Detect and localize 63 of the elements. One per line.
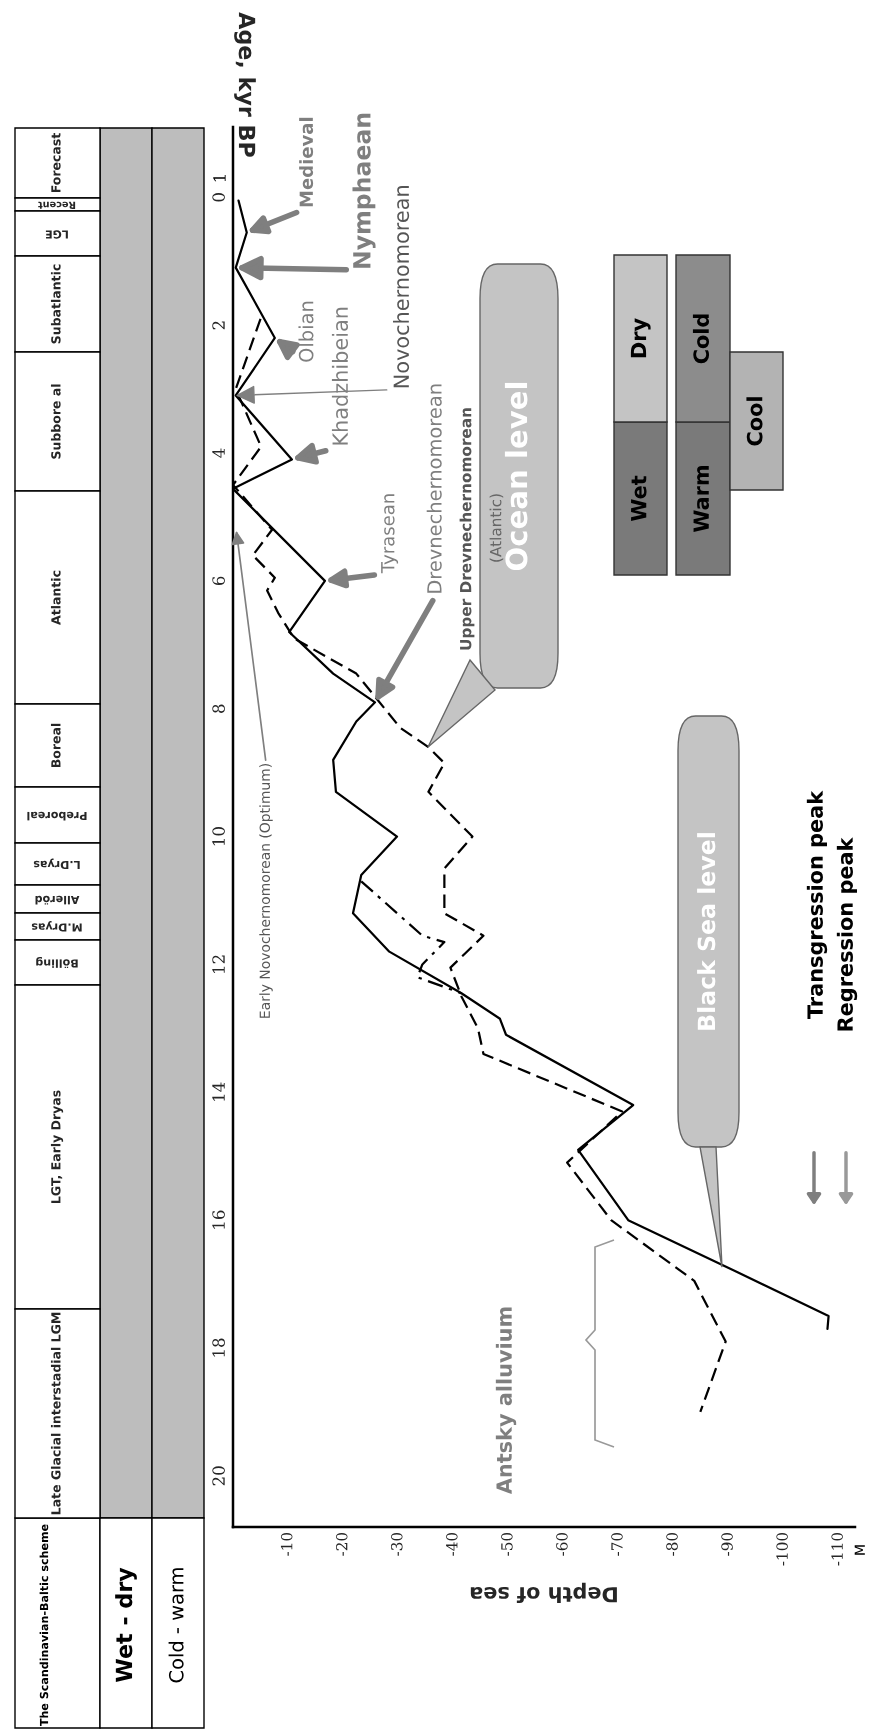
annotation: Drevnechernomorean	[426, 384, 442, 593]
annotation: Cool	[746, 397, 763, 446]
x-tick-label: -20	[335, 1532, 348, 1556]
x-axis-title: Depth of sea	[470, 1582, 617, 1604]
text: M	[854, 1545, 865, 1555]
x-tick-label: -90	[721, 1532, 733, 1556]
x-tick-label: -100	[776, 1532, 788, 1566]
y-tick-label: 20	[212, 1466, 225, 1486]
y-tick-label: 12	[212, 955, 225, 974]
annotation: Warm	[693, 466, 710, 533]
y-tick-label: 18	[212, 1338, 225, 1357]
y-tick-label: 8	[212, 704, 225, 713]
annotation: Nymphaean	[352, 113, 376, 268]
text: M.Dryas	[31, 921, 82, 932]
annotation: (Atlantic)	[489, 494, 504, 562]
annotation: Tyrasean	[381, 494, 399, 574]
annotation: Early Novochernomorean (Optimum)	[259, 764, 273, 1018]
annotation: Cold	[692, 314, 710, 364]
annotation: Olbian	[298, 301, 314, 362]
x-tick-label: -30	[391, 1532, 403, 1556]
annotation: Medieval	[299, 117, 314, 207]
annotation: Transgression peak	[806, 790, 828, 1019]
text: Forecast	[51, 133, 61, 193]
y-tick-label: 4	[212, 448, 225, 458]
text: Late Glacial interstadial LGM	[50, 1312, 61, 1515]
annotation: Wet	[631, 475, 647, 522]
annotation: Upper Drevnechernomorean	[459, 408, 475, 650]
text: Atlantic	[50, 570, 61, 625]
text: Wet - dry	[115, 1567, 137, 1683]
y-tick-label: 2	[212, 321, 225, 330]
y-tick-label: 0	[212, 193, 225, 202]
annotation: Dry	[630, 318, 651, 358]
x-tick-label: -40	[446, 1532, 458, 1556]
text: Bölling	[36, 957, 78, 968]
x-tick-label: -110	[831, 1532, 843, 1566]
text: Recent	[38, 201, 76, 209]
annotation: Antsky alluvium	[495, 1307, 517, 1495]
text: Subatlantic	[50, 264, 61, 344]
text: Cold - warm	[168, 1568, 184, 1683]
text: Boreal	[50, 723, 61, 768]
annotation: Novochernomorean	[393, 186, 410, 388]
annotation: Regression peak	[836, 837, 858, 1031]
text: 1	[213, 175, 226, 182]
annotation: Black Sea level	[697, 833, 716, 1030]
x-tick-label: -10	[280, 1532, 293, 1556]
text: Preboreal	[27, 811, 87, 821]
text: L.Dryas	[33, 858, 80, 870]
text: LGE	[45, 230, 68, 239]
y-tick-label: 10	[212, 827, 225, 846]
annotation: Ocean level	[504, 382, 528, 571]
x-tick-label: -60	[556, 1532, 568, 1556]
y-tick-label: 16	[212, 1210, 225, 1229]
y-tick-label: 6	[212, 576, 225, 586]
x-tick-label: -80	[666, 1532, 678, 1556]
x-tick-label: -70	[611, 1532, 623, 1556]
y-axis-title: Age, kyr BP	[234, 12, 256, 157]
text: Subbore al	[50, 384, 61, 459]
annotation: Khadzhibeian	[331, 307, 349, 445]
text: The Scandinavian-Baltic scheme	[39, 1524, 49, 1727]
y-tick-label: 14	[212, 1082, 225, 1101]
text: LGT, Early Dryas	[50, 1090, 64, 1204]
text: Alleröd	[35, 895, 80, 905]
x-tick-label: -50	[501, 1532, 513, 1556]
